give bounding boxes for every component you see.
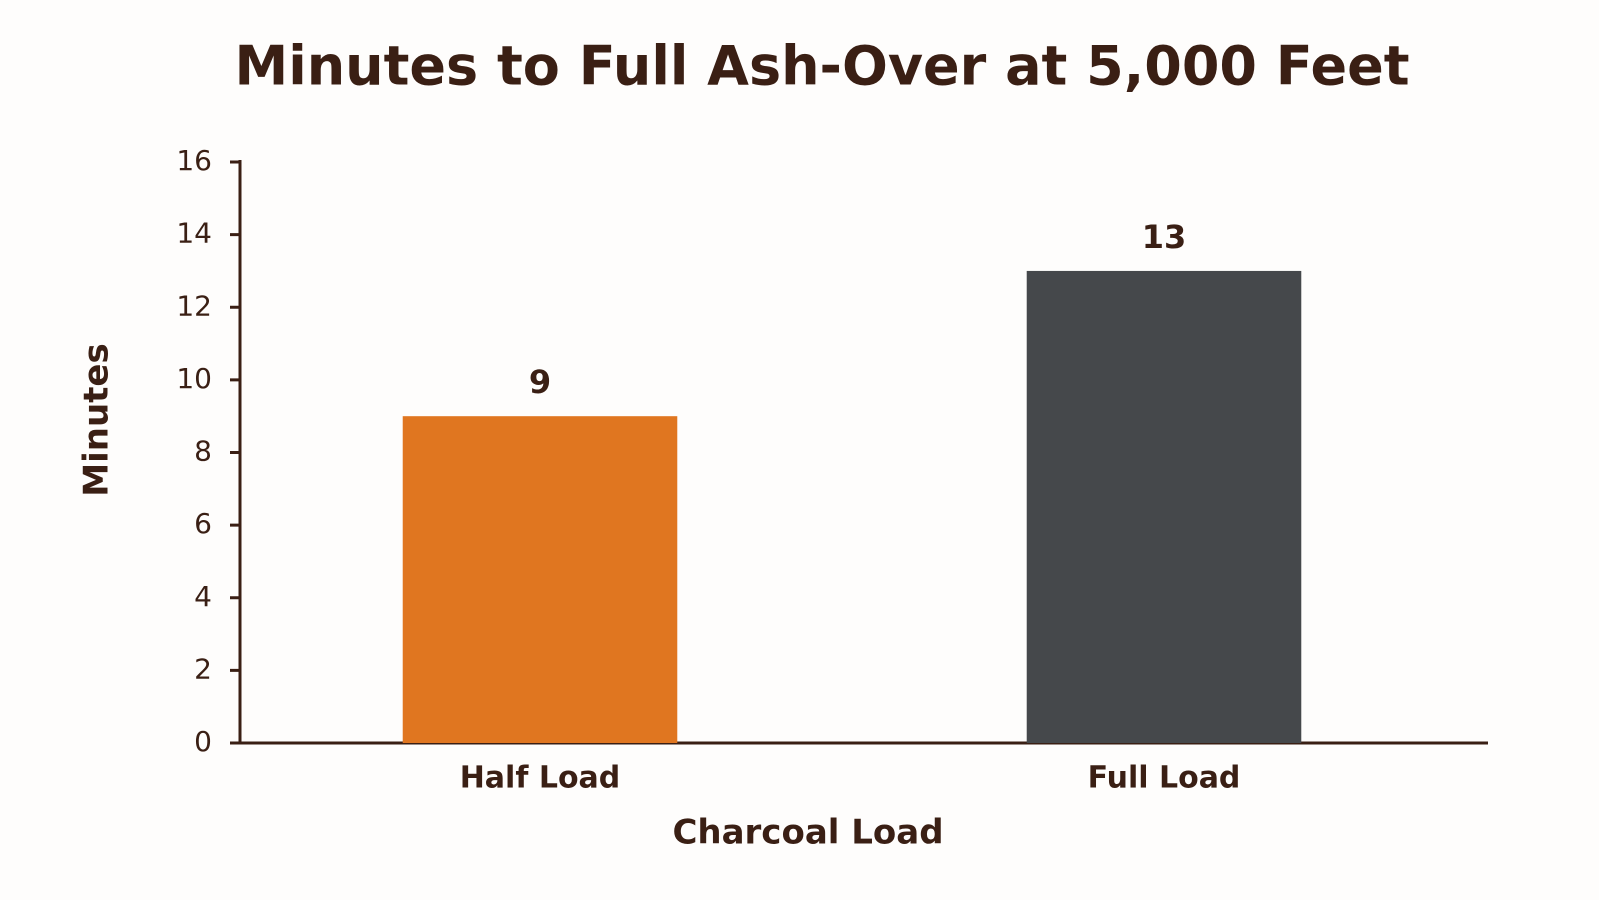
y-tick-label: 12 <box>176 289 212 322</box>
chart-title: Minutes to Full Ash-Over at 5,000 Feet <box>234 35 1409 98</box>
y-tick-label: 2 <box>194 652 212 685</box>
x-axis-label: Charcoal Load <box>672 813 943 853</box>
y-tick-label: 16 <box>176 144 212 177</box>
bar <box>402 416 678 743</box>
y-tick-label: 14 <box>176 217 212 250</box>
value-label: 9 <box>529 363 551 401</box>
y-tick-label: 4 <box>194 580 212 613</box>
y-tick-label: 0 <box>194 725 212 758</box>
bar <box>1026 270 1302 743</box>
y-tick-label: 10 <box>176 362 212 395</box>
value-label: 13 <box>1142 218 1187 256</box>
x-tick-label: Full Load <box>1088 761 1241 796</box>
y-tick-label: 8 <box>194 435 212 468</box>
y-axis-label: Minutes <box>77 343 117 496</box>
y-tick-label: 6 <box>194 507 212 540</box>
x-tick-label: Half Load <box>460 761 621 796</box>
